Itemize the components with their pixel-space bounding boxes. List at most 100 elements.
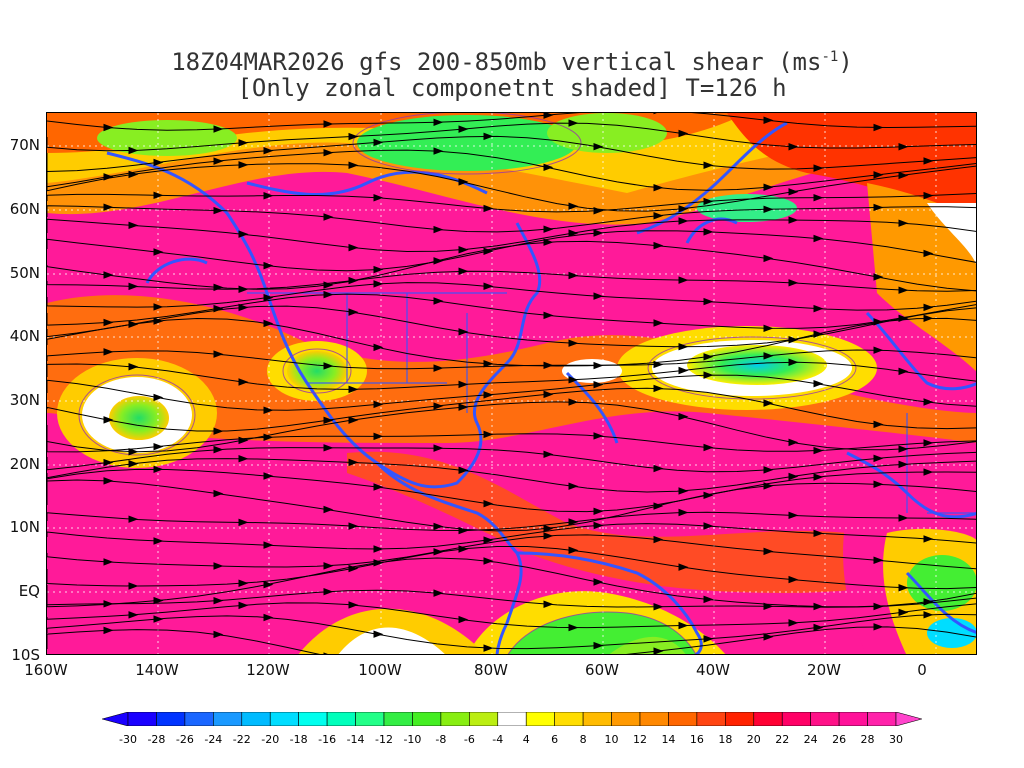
streamline-arrow [923, 157, 934, 165]
streamline-arrow [788, 438, 799, 447]
streamline-arrow [923, 191, 934, 200]
colorbar-cell [753, 712, 783, 726]
streamline-arrow [263, 406, 274, 414]
streamline-arrow [213, 350, 224, 358]
streamline-arrow [703, 353, 714, 361]
streamline-arrow [373, 194, 384, 202]
lat-label-70n: 70N [9, 136, 40, 154]
streamline [47, 602, 976, 629]
streamline-arrow [373, 280, 384, 288]
lat-label-50n: 50N [9, 264, 40, 282]
streamline-arrow [153, 303, 164, 311]
streamline-arrow [653, 319, 664, 327]
streamline-arrow [788, 511, 799, 520]
streamline-arrow [678, 342, 689, 351]
colorbar-label: 30 [889, 733, 903, 746]
colorbar-cell [241, 712, 271, 726]
streamline-arrow [923, 535, 934, 543]
streamline [47, 546, 976, 590]
colorbar-cell [269, 712, 299, 726]
streamline-arrow [568, 623, 579, 632]
streamline-arrow [873, 203, 884, 212]
streamline [47, 447, 976, 473]
streamline-arrow [433, 257, 444, 265]
streamline [47, 205, 976, 233]
colorbar-cell [781, 712, 811, 726]
streamline-arrow [213, 630, 224, 639]
streamline-arrow [153, 191, 164, 200]
streamline-arrow [103, 318, 114, 327]
streamline-arrow [788, 575, 799, 584]
streamline-arrow [678, 276, 689, 284]
streamline-arrow [458, 403, 469, 411]
colorbar-label: -18 [289, 733, 308, 746]
streamline-arrow [128, 282, 139, 291]
streamline-arrow [433, 118, 444, 127]
streamline-arrow [373, 432, 384, 441]
streamline-arrow [763, 183, 774, 191]
streamline-arrow [653, 241, 664, 250]
streamline-arrow [323, 444, 334, 452]
streamline-arrow [898, 608, 909, 617]
streamline-arrow [923, 314, 934, 323]
colorbar-label: 22 [775, 733, 790, 746]
streamline-arrow [458, 615, 469, 624]
streamline-arrow [593, 292, 604, 300]
streamline-arrow [128, 146, 139, 155]
streamline-arrow [458, 267, 469, 275]
streamline-arrow [923, 398, 934, 406]
colorbar-cell [383, 712, 413, 726]
streamline-arrow [593, 207, 604, 215]
streamline-arrow [703, 522, 714, 530]
streamline-arrow [703, 297, 714, 306]
lon-label-140w: 140W [135, 661, 179, 679]
colorbar-label: 6 [551, 733, 559, 746]
streamline-arrow [103, 348, 114, 356]
streamline-arrow [373, 630, 384, 638]
streamline-arrow [348, 161, 359, 169]
streamline-arrow [678, 563, 689, 571]
streamline-arrow [458, 466, 469, 474]
streamline-arrow [543, 450, 554, 459]
streamline [47, 293, 976, 329]
colorbar-cell [497, 712, 527, 726]
streamline-arrow [678, 366, 689, 375]
streamline-arrow [323, 587, 334, 596]
streamline-arrow [153, 615, 164, 623]
streamline-arrow [348, 601, 359, 609]
streamline-arrow [483, 132, 494, 141]
colorbar-cell [611, 712, 641, 726]
streamline-arrow [433, 402, 444, 410]
streamline-arrow [103, 626, 114, 635]
lat-label-20n: 20N [9, 455, 40, 473]
lat-label-30n: 30N [9, 391, 40, 409]
streamline-arrow [763, 324, 774, 333]
streamline-arrow [103, 123, 114, 132]
streamline-arrow [323, 120, 334, 128]
streamline-arrow [703, 197, 714, 206]
streamline-arrow [348, 132, 359, 141]
streamline-arrow [103, 203, 114, 211]
streamline [47, 589, 976, 608]
streamline-arrow [813, 473, 824, 481]
lon-label-0: 0 [917, 661, 927, 679]
streamline-arrow [263, 433, 274, 442]
streamline-arrow [483, 499, 494, 508]
lon-label-60w: 60W [585, 661, 619, 679]
colorbar-cell [696, 712, 726, 726]
streamline-arrow [348, 385, 359, 394]
streamline-arrow [153, 442, 164, 451]
streamline-arrow [373, 400, 384, 409]
streamline-arrow [873, 556, 884, 564]
streamline-arrow [653, 384, 664, 393]
streamline [47, 479, 976, 532]
streamline-arrow [373, 545, 384, 553]
colorbar-cell [525, 712, 555, 726]
streamline-arrow [898, 445, 909, 453]
streamline-arrow [543, 113, 554, 119]
streamline [47, 240, 976, 292]
streamline-arrow [433, 444, 444, 452]
streamline-arrow [348, 243, 359, 252]
streamline-arrow [373, 265, 384, 274]
streamline [47, 149, 976, 191]
